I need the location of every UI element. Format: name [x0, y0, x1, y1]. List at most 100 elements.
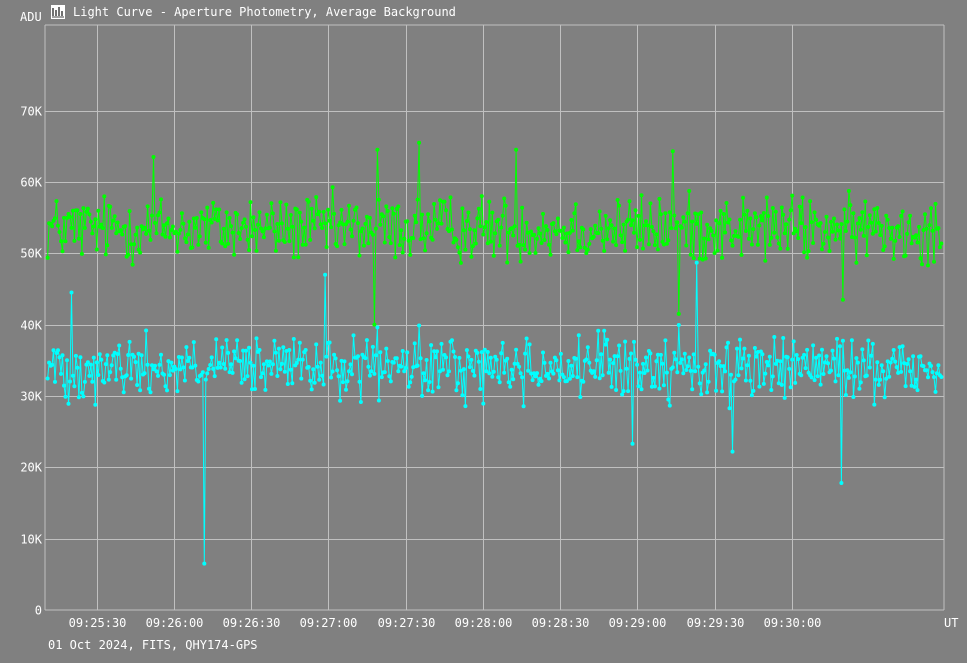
- data-point: [115, 220, 120, 225]
- data-point: [138, 250, 143, 255]
- data-point: [803, 366, 808, 371]
- data-point: [726, 220, 730, 225]
- data-point: [714, 388, 719, 393]
- data-point: [930, 370, 935, 375]
- data-point: [336, 374, 341, 379]
- data-point: [384, 346, 389, 351]
- data-point: [59, 371, 63, 376]
- data-point: [458, 368, 463, 373]
- data-point: [724, 345, 729, 350]
- data-point: [791, 231, 796, 236]
- data-point: [103, 252, 108, 257]
- data-point: [838, 344, 842, 349]
- x-axis-label: UT: [944, 616, 958, 630]
- data-point: [387, 374, 392, 379]
- data-point: [796, 357, 801, 362]
- data-point: [649, 224, 654, 229]
- data-point: [109, 363, 114, 368]
- data-point: [739, 252, 744, 257]
- data-point: [823, 230, 827, 234]
- data-point: [502, 196, 507, 201]
- data-point: [603, 213, 608, 218]
- data-point: [324, 354, 329, 359]
- data-point: [417, 323, 422, 328]
- data-point: [421, 236, 426, 241]
- data-point: [752, 211, 757, 216]
- data-point: [679, 357, 684, 362]
- data-point: [588, 227, 593, 232]
- data-point: [341, 222, 345, 227]
- data-point: [564, 379, 569, 384]
- data-point: [241, 220, 246, 225]
- data-point: [829, 368, 833, 373]
- data-point: [375, 147, 380, 152]
- data-point: [273, 248, 278, 253]
- data-point: [839, 481, 844, 485]
- data-point: [460, 393, 465, 398]
- data-point: [926, 375, 930, 380]
- data-point: [250, 234, 254, 239]
- data-point: [241, 348, 246, 353]
- light-curve-app-icon: [51, 5, 65, 19]
- data-point: [68, 214, 72, 219]
- data-point: [475, 350, 480, 355]
- data-point: [832, 356, 836, 361]
- data-point: [670, 365, 675, 370]
- data-point: [193, 363, 198, 368]
- data-point: [211, 366, 216, 371]
- data-point: [591, 369, 596, 374]
- data-point: [93, 217, 98, 222]
- data-point: [445, 373, 450, 378]
- data-point: [488, 239, 493, 244]
- data-point: [206, 245, 211, 250]
- data-point: [53, 379, 57, 384]
- data-point: [814, 355, 819, 360]
- data-point: [254, 336, 259, 341]
- data-point: [350, 234, 354, 239]
- data-point: [117, 343, 122, 348]
- data-point: [757, 384, 762, 389]
- data-point: [285, 382, 290, 386]
- data-point: [630, 441, 635, 446]
- data-point: [723, 369, 728, 374]
- data-point: [861, 358, 866, 363]
- data-point: [490, 210, 495, 215]
- data-point: [603, 342, 608, 347]
- data-point: [645, 223, 650, 228]
- data-point: [253, 228, 257, 232]
- data-point: [111, 218, 116, 223]
- data-point: [736, 373, 741, 378]
- data-point: [846, 375, 851, 380]
- data-point: [849, 235, 854, 239]
- data-point: [145, 362, 150, 367]
- data-point: [261, 235, 266, 240]
- data-point: [469, 254, 474, 259]
- data-point: [170, 224, 175, 229]
- data-point: [376, 197, 381, 202]
- data-point: [435, 349, 439, 354]
- data-point: [472, 373, 477, 378]
- data-point: [248, 200, 253, 205]
- data-point: [400, 349, 405, 353]
- data-point: [802, 250, 807, 255]
- data-point: [933, 201, 938, 206]
- data-point: [273, 350, 278, 355]
- data-point: [339, 358, 344, 363]
- data-point: [926, 263, 930, 268]
- data-point: [194, 216, 199, 220]
- y-tick-label: 30K: [20, 390, 42, 404]
- data-point: [555, 216, 560, 221]
- data-point: [909, 241, 914, 246]
- data-point: [687, 189, 692, 193]
- data-point: [845, 219, 850, 224]
- data-point: [614, 388, 619, 392]
- data-point: [670, 149, 675, 154]
- data-point: [690, 219, 695, 224]
- data-point: [888, 236, 893, 241]
- data-point: [651, 229, 656, 234]
- data-point: [803, 225, 808, 230]
- data-point: [217, 360, 222, 365]
- data-point: [144, 231, 149, 236]
- data-point: [202, 561, 207, 566]
- data-point: [396, 204, 401, 209]
